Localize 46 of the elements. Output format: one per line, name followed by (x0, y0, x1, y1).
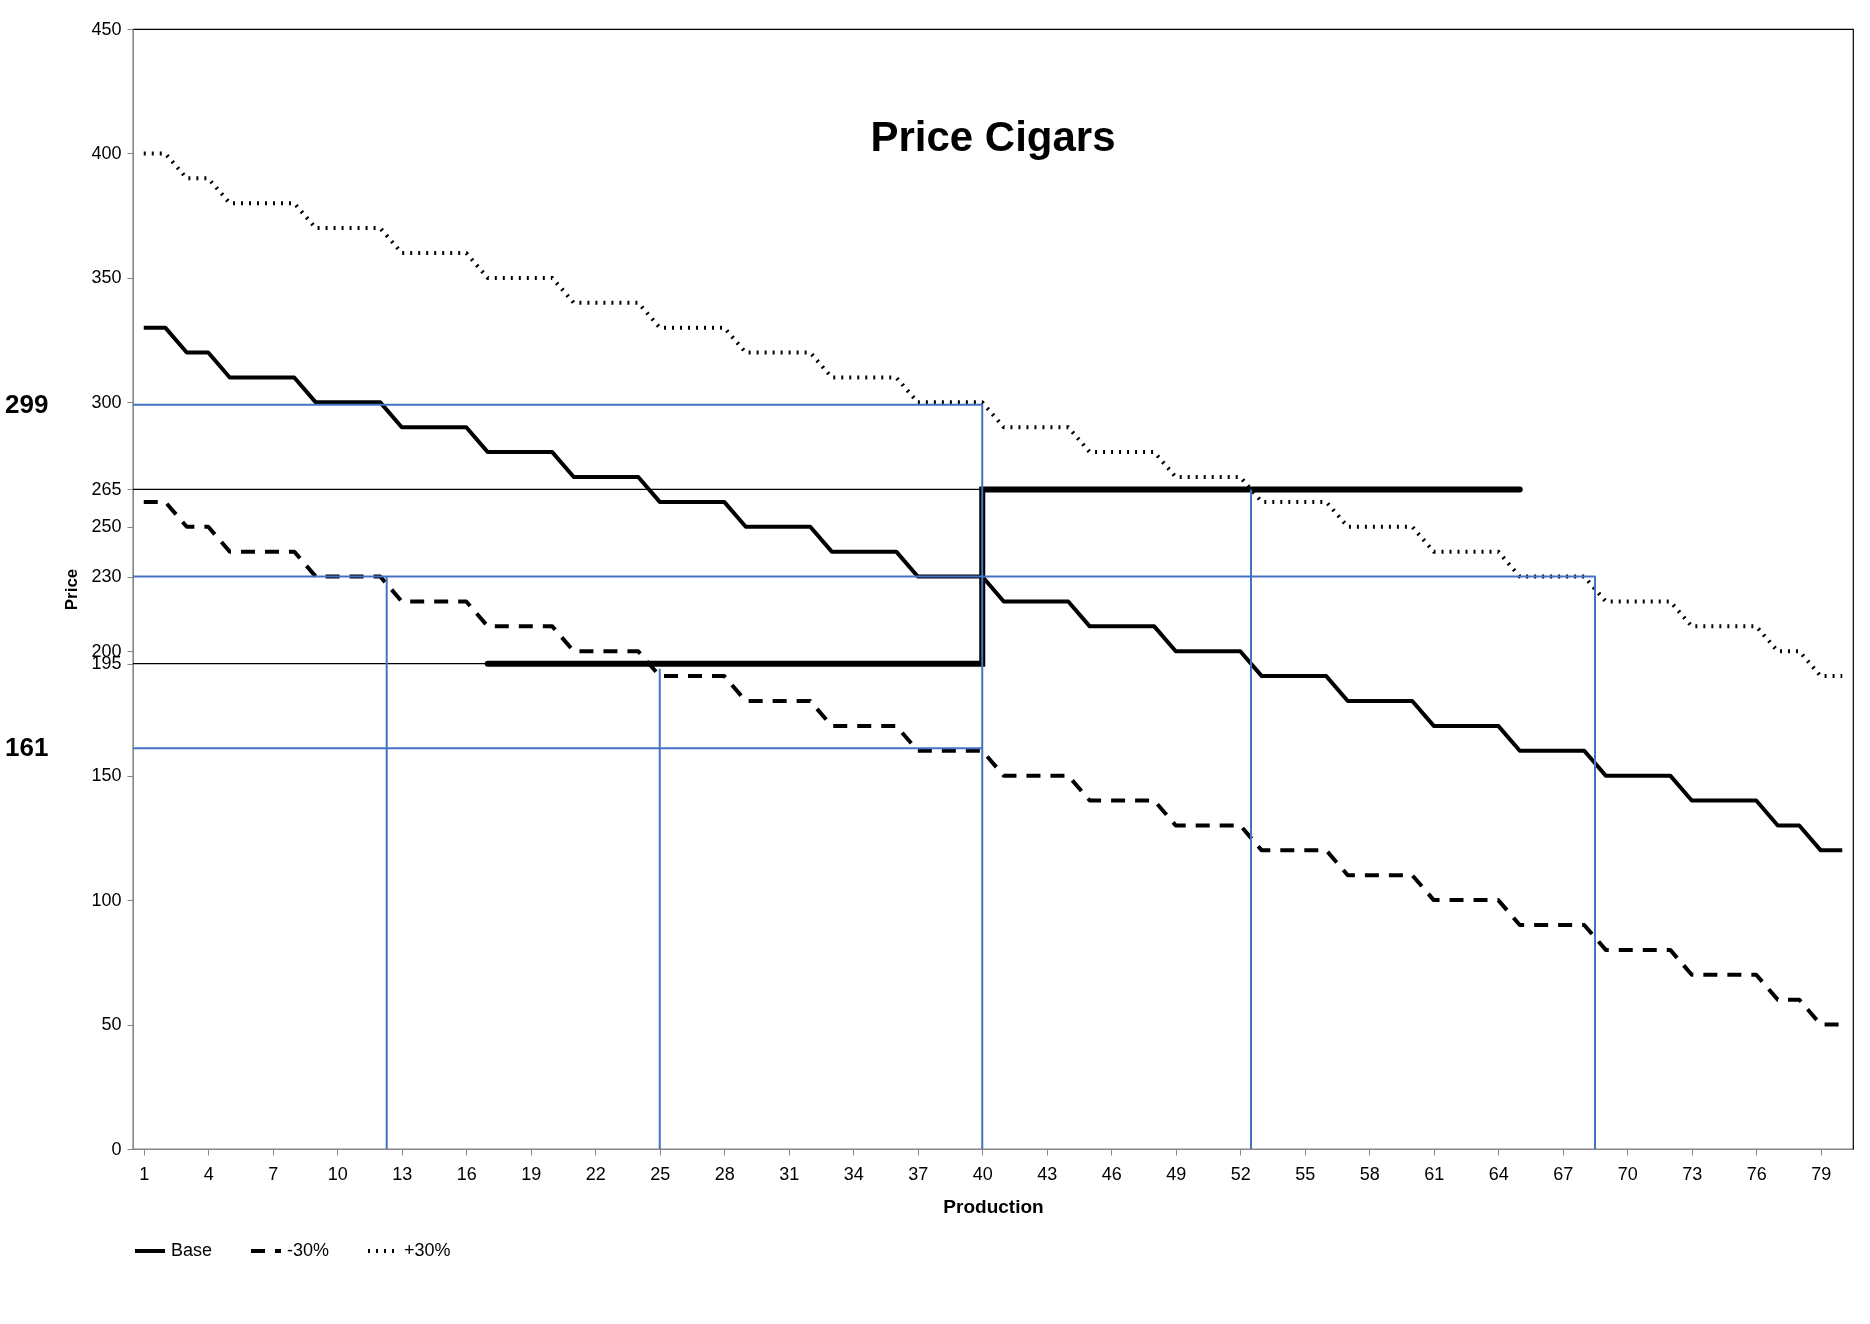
text: Price Cigars (870, 113, 1116, 160)
x-tick-label: 64 (1488, 1163, 1509, 1184)
y-tick-label: 350 (91, 267, 122, 288)
x-tick-label: 61 (1424, 1163, 1445, 1184)
x-tick-label: 25 (650, 1163, 671, 1184)
x-tick-label: 67 (1553, 1163, 1574, 1184)
y-axis-title: Price (62, 568, 82, 611)
x-tick-label: 31 (779, 1163, 800, 1184)
legend-label: -30% (287, 1240, 330, 1260)
y-tick-label: 250 (91, 516, 122, 537)
x-tick-label: 73 (1682, 1163, 1703, 1184)
x-tick-label: 43 (1037, 1163, 1058, 1184)
text: 161 (5, 732, 49, 762)
y-tick-label: 0 (111, 1138, 122, 1159)
y-tick-label: 265 (91, 478, 122, 499)
x-tick-label: 7 (268, 1163, 279, 1184)
x-tick-label: 4 (203, 1163, 214, 1184)
y-tick-label: 230 (91, 566, 122, 587)
x-tick-label: 46 (1101, 1163, 1122, 1184)
x-tick-label: 37 (908, 1163, 929, 1184)
x-tick-label: 55 (1295, 1163, 1316, 1184)
x-tick-label: 19 (521, 1163, 542, 1184)
x-tick-label: 52 (1230, 1163, 1251, 1184)
x-tick-label: 34 (843, 1163, 864, 1184)
y-tick-label: 450 (91, 18, 122, 39)
y-tick-label: 150 (91, 765, 122, 786)
y-tick-label: 400 (91, 142, 122, 163)
x-tick-label: 40 (972, 1163, 993, 1184)
x-tick-label: 13 (392, 1163, 413, 1184)
x-tick-label: 58 (1359, 1163, 1380, 1184)
y-tick-label: 100 (91, 889, 122, 910)
text: 299 (5, 389, 49, 419)
x-tick-label: 28 (714, 1163, 735, 1184)
x-tick-label: 70 (1617, 1163, 1638, 1184)
y-tick-label: 300 (91, 391, 122, 412)
x-tick-label: 22 (585, 1163, 606, 1184)
x-tick-label: 1 (139, 1163, 150, 1184)
x-tick-label: 16 (456, 1163, 477, 1184)
legend-label: Base (171, 1240, 213, 1260)
x-tick-label: 79 (1811, 1163, 1832, 1184)
y-tick-label: 50 (101, 1014, 122, 1035)
x-tick-label: 76 (1746, 1163, 1767, 1184)
x-tick-label: 10 (327, 1163, 348, 1184)
x-axis-title: Production (943, 1195, 1044, 1217)
legend-label: +30% (404, 1240, 451, 1260)
x-tick-label: 49 (1166, 1163, 1187, 1184)
